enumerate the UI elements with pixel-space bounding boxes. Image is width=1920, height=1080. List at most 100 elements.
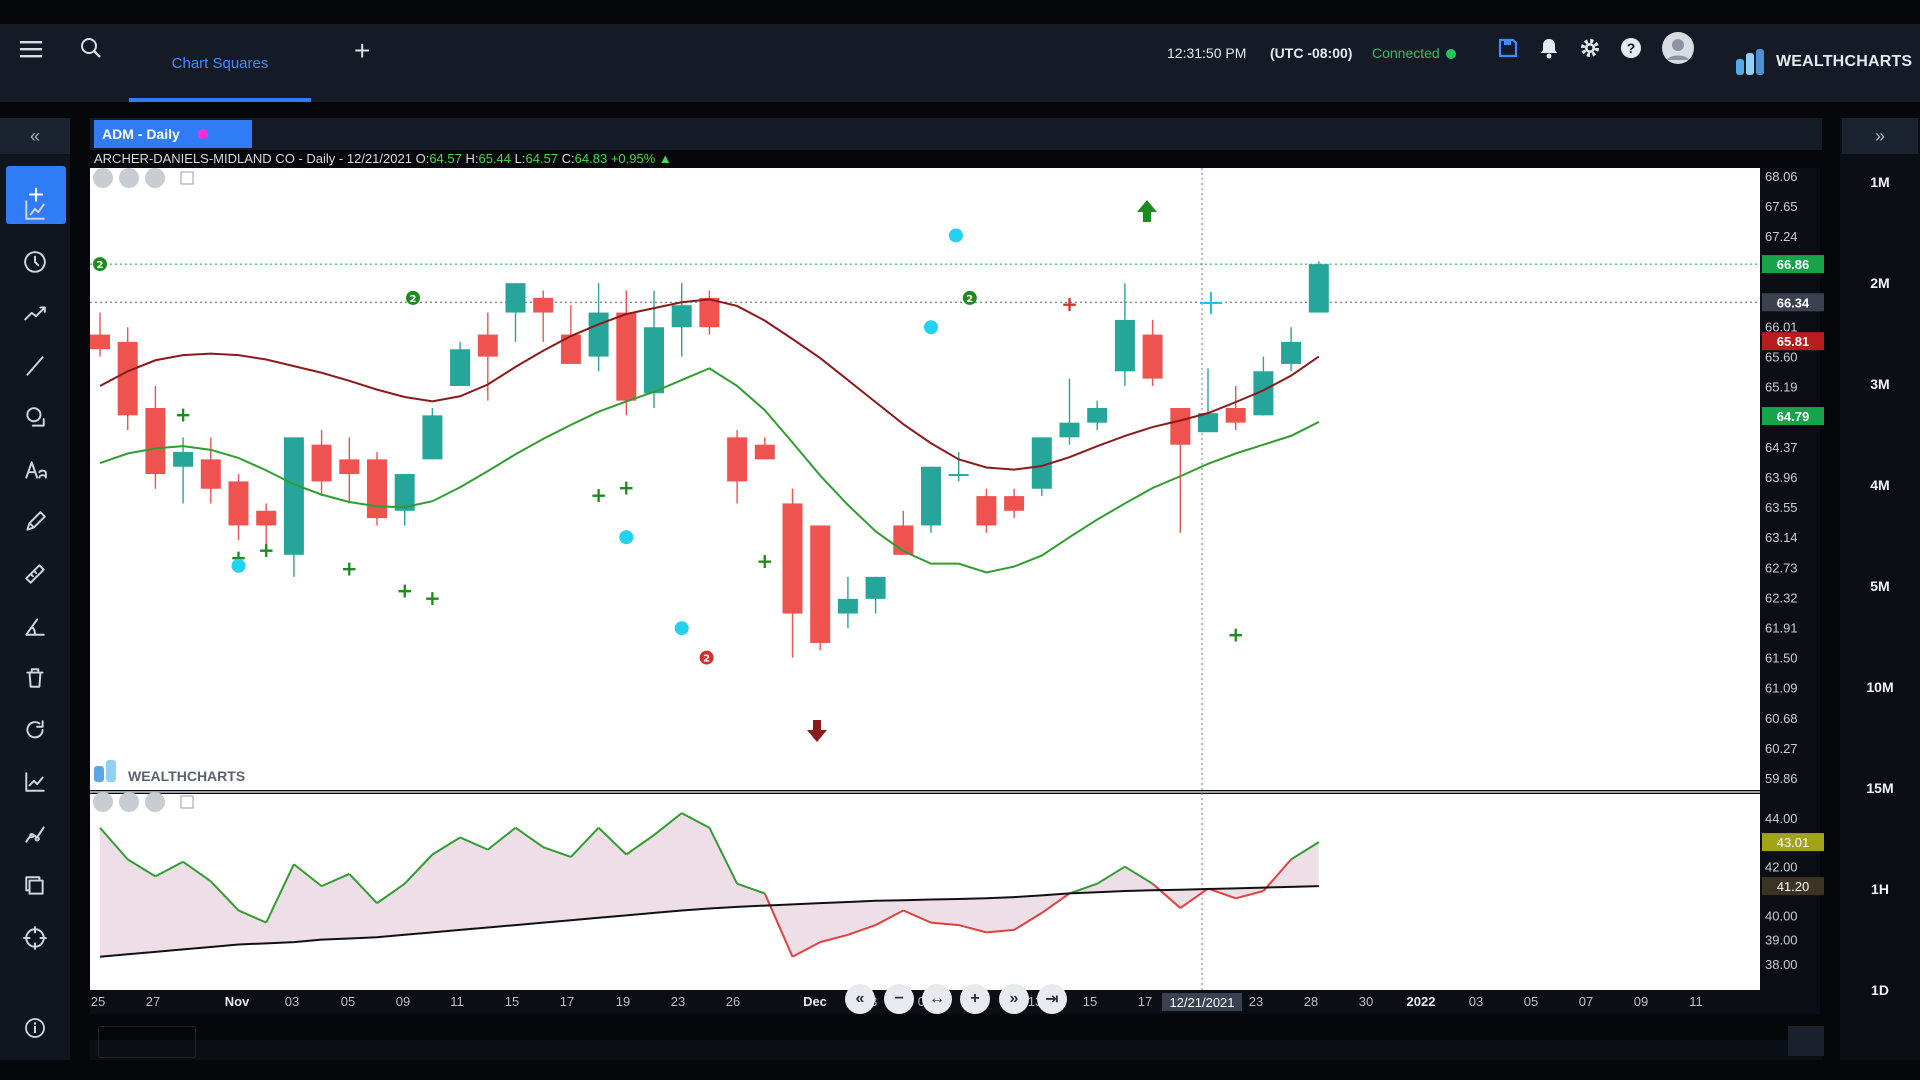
timeframe-10m[interactable]: 10M <box>1866 679 1894 695</box>
top-bar <box>0 24 1920 102</box>
add-drawing-button[interactable]: + <box>6 166 66 224</box>
chart-type-icon[interactable] <box>0 190 70 230</box>
reset-zoom-button[interactable]: ↔ <box>922 984 952 1014</box>
candle-body <box>90 334 110 350</box>
indicator-line-segment <box>514 826 544 849</box>
indicator-tick-label: 40.00 <box>1765 908 1798 923</box>
search-icon[interactable] <box>80 37 102 65</box>
save-icon[interactable] <box>1498 38 1518 64</box>
indicator-icon[interactable] <box>0 762 70 802</box>
candle <box>1225 385 1246 431</box>
bottom-right-button[interactable] <box>1788 1026 1824 1056</box>
sell-signal-plus-icon: + <box>1061 292 1078 316</box>
zoom-out-button[interactable]: − <box>884 984 914 1014</box>
timeframe-5m[interactable]: 5M <box>1870 578 1890 594</box>
timeframe-1h[interactable]: 1H <box>1871 881 1889 897</box>
text-icon[interactable] <box>0 450 70 490</box>
line-icon[interactable] <box>0 346 70 386</box>
chart-watermark: WEALTHCHARTS <box>94 760 245 784</box>
timeframe-3m[interactable]: 3M <box>1870 376 1890 392</box>
add-tab-icon[interactable]: + <box>354 35 371 66</box>
node-chart-icon[interactable] <box>0 814 70 854</box>
candle <box>256 503 277 548</box>
candle <box>90 312 110 357</box>
indicator-line-segment <box>1235 890 1264 900</box>
candle <box>588 283 609 372</box>
scroll-left-fast-button[interactable]: « <box>845 984 875 1014</box>
indicator-pane-hide-icon[interactable] <box>93 792 113 812</box>
price-tick-label: 63.14 <box>1765 530 1798 545</box>
tab-chart-squares[interactable]: Chart Squares <box>129 24 311 102</box>
price-pane-expand-icon[interactable] <box>180 171 194 185</box>
ruler-icon[interactable] <box>0 554 70 594</box>
timeframe-1d[interactable]: 1D <box>1871 982 1889 998</box>
shapes-icon[interactable] <box>0 398 70 438</box>
refresh-icon[interactable] <box>0 710 70 750</box>
chart-color-dot-icon[interactable] <box>197 129 208 139</box>
indicator-line-segment <box>154 860 184 878</box>
buy-signal-plus-icon: + <box>618 476 635 500</box>
signal-dot-icon <box>674 621 689 636</box>
time-tick-label: 15 <box>505 994 519 1009</box>
indicator-pane-up-icon[interactable] <box>145 792 165 812</box>
timeframe-15m[interactable]: 15M <box>1866 780 1894 796</box>
close-value: 64.83 <box>574 151 608 166</box>
svg-text:2: 2 <box>703 654 710 665</box>
indicator-fill <box>100 813 1319 957</box>
candle-body <box>671 305 692 328</box>
price-tick-label: 65.60 <box>1765 350 1798 365</box>
timezone[interactable]: (UTC -08:00) <box>1270 45 1353 61</box>
layers-icon[interactable] <box>0 866 70 906</box>
candle-body <box>1031 437 1052 489</box>
indicator-line-segment <box>1124 865 1154 885</box>
symbol-name: ARCHER-DANIELS-MIDLAND CO <box>94 151 295 166</box>
indicator-line-segment <box>210 880 240 912</box>
candle <box>644 290 664 408</box>
left-toolbar: « + <box>0 118 70 1060</box>
clock-icon[interactable] <box>0 242 70 282</box>
change-percent: +0.95% <box>610 151 656 166</box>
price-tick-label: 60.27 <box>1765 741 1798 756</box>
zoom-in-button[interactable]: + <box>960 984 990 1014</box>
pencil-icon[interactable] <box>0 502 70 542</box>
gear-icon[interactable] <box>1579 37 1601 65</box>
candle <box>1004 488 1025 519</box>
candle-body <box>367 459 387 519</box>
timeframe-1m[interactable]: 1M <box>1870 174 1890 190</box>
avatar[interactable] <box>1662 32 1694 70</box>
candle <box>1281 327 1302 372</box>
indicator-pane-down-icon[interactable] <box>119 792 139 812</box>
hamburger-menu-icon[interactable] <box>20 38 42 64</box>
svg-text:64.79: 64.79 <box>1777 409 1810 424</box>
time-tick-label: 05 <box>341 994 355 1009</box>
info-icon[interactable] <box>0 1008 70 1048</box>
trend-icon[interactable] <box>0 294 70 334</box>
candle-body <box>1004 496 1025 511</box>
candle-body <box>588 312 609 357</box>
chart-tab-adm-daily[interactable]: ADM - Daily <box>94 120 252 148</box>
indicator-line-segment <box>570 827 600 858</box>
svg-text:2: 2 <box>966 294 973 305</box>
collapse-left-icon[interactable]: « <box>0 118 70 154</box>
crosshair-icon[interactable] <box>0 918 70 958</box>
bottom-input[interactable] <box>98 1026 196 1058</box>
angle-icon[interactable] <box>0 606 70 646</box>
timeframe-2m[interactable]: 2M <box>1870 275 1890 291</box>
trash-icon[interactable] <box>0 658 70 698</box>
indicator-pane-expand-icon[interactable] <box>180 795 194 809</box>
time-tick-label: 28 <box>1304 994 1318 1009</box>
candle <box>311 430 332 497</box>
help-icon[interactable]: ? <box>1620 37 1642 65</box>
price-pane-up-icon[interactable] <box>145 168 165 188</box>
open-value: 64.57 <box>429 151 462 166</box>
indicator-line-segment <box>127 858 156 878</box>
candle <box>616 290 637 416</box>
jump-to-latest-button[interactable]: ⇥ <box>1037 984 1067 1014</box>
price-pane-hide-icon[interactable] <box>93 168 113 188</box>
timeframe-4m[interactable]: 4M <box>1870 477 1890 493</box>
price-pane-down-icon[interactable] <box>119 168 139 188</box>
collapse-right-icon[interactable]: » <box>1842 118 1918 154</box>
bell-icon[interactable] <box>1539 37 1559 65</box>
scroll-right-fast-button[interactable]: » <box>999 984 1029 1014</box>
